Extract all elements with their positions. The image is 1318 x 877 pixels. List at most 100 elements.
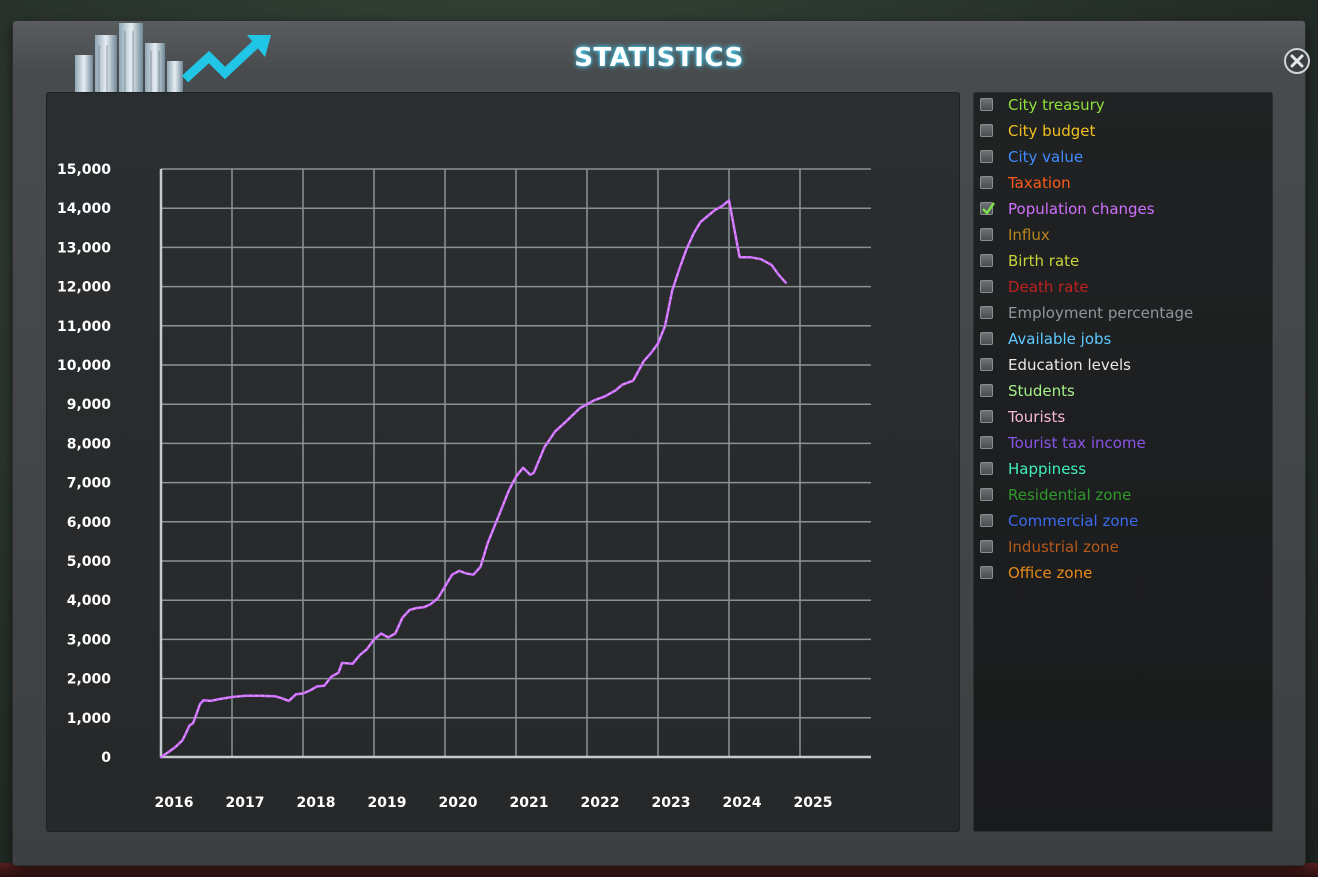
legend-item[interactable]: Available jobs [973, 327, 1273, 351]
legend-label: Birth rate [1008, 252, 1080, 270]
legend-checkbox[interactable] [980, 358, 993, 371]
y-tick-label: 8,000 [67, 436, 112, 452]
legend-item[interactable]: Influx [973, 223, 1273, 247]
legend-checkbox[interactable] [980, 98, 993, 111]
data-point [245, 694, 248, 697]
data-point [387, 636, 390, 639]
data-point [167, 751, 169, 754]
legend-checkbox[interactable] [980, 176, 993, 189]
data-point [614, 389, 617, 392]
data-point [160, 756, 162, 758]
data-point [728, 199, 730, 202]
close-icon [1290, 54, 1304, 68]
legend-item[interactable]: Residential zone [973, 483, 1273, 507]
population-chart: 0 1,000 2,000 3,000 4,000 5,000 6,000 7,000 8,00… [57, 162, 871, 811]
legend-label: City value [1008, 148, 1084, 166]
legend-checkbox[interactable] [980, 488, 993, 501]
window-title: STATISTICS [574, 43, 744, 73]
legend-checkbox[interactable] [980, 280, 993, 293]
legend-label: Education levels [1008, 356, 1131, 374]
legend-item[interactable]: Education levels [973, 353, 1273, 377]
x-tick-label: 2021 [510, 795, 549, 811]
legend-checkbox[interactable] [980, 124, 993, 137]
series-line [159, 199, 788, 759]
data-point [202, 699, 205, 702]
data-point [692, 232, 695, 235]
legend-item[interactable]: Employment percentage [973, 301, 1273, 325]
x-tick-label: 2018 [297, 795, 336, 811]
y-tick-label: 13,000 [57, 240, 111, 256]
legend-checkbox[interactable] [980, 254, 993, 267]
data-point [199, 703, 201, 705]
legend-checkbox[interactable] [980, 462, 993, 475]
x-tick-label: 2019 [368, 795, 407, 811]
data-point [770, 264, 773, 266]
legend-checkbox[interactable] [980, 306, 993, 319]
data-point [330, 675, 333, 678]
legend-label: Commercial zone [1008, 512, 1139, 530]
data-point [472, 573, 475, 576]
legend-checkbox[interactable] [980, 332, 993, 345]
legend-checkbox[interactable] [980, 436, 993, 449]
legend-label: Tourist tax income [1008, 434, 1146, 452]
legend-item[interactable]: Tourist tax income [973, 431, 1273, 455]
data-point [195, 713, 198, 715]
legend-checkbox[interactable] [980, 150, 993, 163]
data-point [760, 258, 762, 261]
data-point [650, 352, 652, 355]
data-point [451, 573, 453, 576]
legend-item[interactable]: Tourists [973, 405, 1273, 429]
legend-checkbox[interactable] [980, 566, 993, 579]
data-point [706, 215, 709, 217]
legend-item[interactable]: Death rate [973, 275, 1273, 299]
legend-item[interactable]: Office zone [973, 561, 1273, 585]
y-tick-label: 9,000 [67, 397, 112, 413]
legend-item[interactable]: City value [973, 145, 1273, 169]
x-tick-label: 2017 [226, 795, 265, 811]
data-point [564, 420, 567, 423]
data-point [593, 399, 595, 402]
data-point [479, 566, 482, 568]
data-point [529, 473, 532, 476]
legend-label: Office zone [1008, 564, 1093, 582]
data-point [721, 205, 723, 208]
data-point [543, 446, 546, 449]
data-point [337, 671, 340, 674]
data-point [685, 248, 688, 251]
legend-item[interactable]: City budget [973, 119, 1273, 143]
legend-item[interactable]: Students [973, 379, 1273, 403]
data-point [373, 638, 375, 641]
legend-item[interactable]: Taxation [973, 171, 1273, 195]
data-point [621, 383, 624, 386]
data-point [632, 379, 634, 382]
data-point [341, 662, 343, 664]
data-point [184, 732, 187, 735]
legend-checkbox[interactable] [980, 410, 993, 423]
legend-checkbox[interactable] [980, 540, 993, 553]
legend-checkbox[interactable] [980, 514, 993, 527]
legend-item[interactable]: Commercial zone [973, 509, 1273, 533]
legend-checkbox[interactable] [980, 228, 993, 241]
legend-item[interactable]: Population changes [973, 197, 1273, 221]
legend-label: Residential zone [1008, 486, 1132, 504]
data-point [295, 693, 297, 696]
legend-label: City budget [1008, 122, 1096, 140]
legend-item[interactable]: City treasury [973, 93, 1273, 117]
x-tick-label: 2024 [723, 795, 762, 811]
close-button[interactable] [1284, 48, 1310, 74]
data-point [465, 572, 468, 575]
data-point [358, 654, 361, 656]
legend-item[interactable]: Happiness [973, 457, 1273, 481]
legend-item[interactable]: Industrial zone [973, 535, 1273, 559]
legend-label: City treasury [1008, 96, 1105, 114]
data-point [209, 700, 212, 702]
data-point [444, 585, 446, 588]
data-point [259, 694, 262, 697]
legend-item[interactable]: Birth rate [973, 249, 1273, 273]
data-point [515, 475, 517, 478]
data-point [437, 597, 439, 600]
legend-checkbox[interactable] [980, 384, 993, 397]
data-point [671, 289, 674, 292]
x-tick-label: 2022 [581, 795, 620, 811]
legend-checkbox[interactable] [980, 202, 996, 215]
